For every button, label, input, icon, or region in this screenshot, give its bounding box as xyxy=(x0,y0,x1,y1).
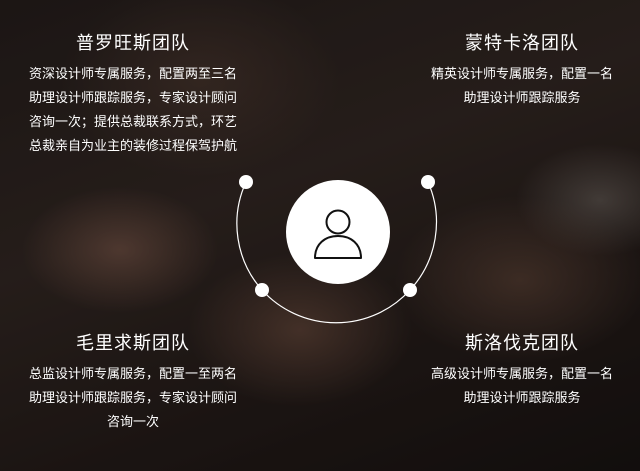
team-desc-line: 高级设计师专属服务，配置一名 xyxy=(430,367,613,382)
team-card-mauritius: 毛里求斯团队 总监设计师专属服务，配置一至两名 助理设计师跟踪服务，专家设计顾问… xyxy=(5,329,261,435)
team-desc-line: 咨询一次 xyxy=(106,415,159,430)
team-description: 总监设计师专属服务，配置一至两名 助理设计师跟踪服务，专家设计顾问 咨询一次 xyxy=(5,363,261,435)
team-title: 蒙特卡洛团队 xyxy=(465,33,579,54)
team-description: 精英设计师专属服务，配置一名 助理设计师跟踪服务 xyxy=(412,63,632,111)
team-title: 毛里求斯团队 xyxy=(76,333,190,354)
team-description: 高级设计师专属服务，配置一名 助理设计师跟踪服务 xyxy=(412,363,632,411)
team-description: 资深设计师专属服务，配置两至三名 助理设计师跟踪服务，专家设计顾问 咨询一次；提… xyxy=(5,63,261,159)
team-desc-line: 助理设计师跟踪服务，专家设计顾问 xyxy=(28,91,237,106)
team-desc-line: 总监设计师专属服务，配置一至两名 xyxy=(28,367,237,382)
team-title: 斯洛伐克团队 xyxy=(465,333,579,354)
avatar xyxy=(286,180,390,284)
team-desc-line: 助理设计师跟踪服务 xyxy=(463,91,581,106)
team-desc-line: 精英设计师专属服务，配置一名 xyxy=(430,67,613,82)
team-desc-line: 总裁亲自为业主的装修过程保驾护航 xyxy=(28,139,237,154)
team-desc-line: 咨询一次；提供总裁联系方式，环艺 xyxy=(28,115,237,130)
team-card-monte-carlo: 蒙特卡洛团队 精英设计师专属服务，配置一名 助理设计师跟踪服务 xyxy=(412,29,632,111)
team-desc-line: 资深设计师专属服务，配置两至三名 xyxy=(28,67,237,82)
team-desc-line: 助理设计师跟踪服务 xyxy=(463,391,581,406)
user-icon xyxy=(314,209,362,259)
team-card-provence: 普罗旺斯团队 资深设计师专属服务，配置两至三名 助理设计师跟踪服务，专家设计顾问… xyxy=(5,29,261,159)
team-desc-line: 助理设计师跟踪服务，专家设计顾问 xyxy=(28,391,237,406)
team-title: 普罗旺斯团队 xyxy=(76,33,190,54)
team-card-slovakia: 斯洛伐克团队 高级设计师专属服务，配置一名 助理设计师跟踪服务 xyxy=(412,329,632,411)
